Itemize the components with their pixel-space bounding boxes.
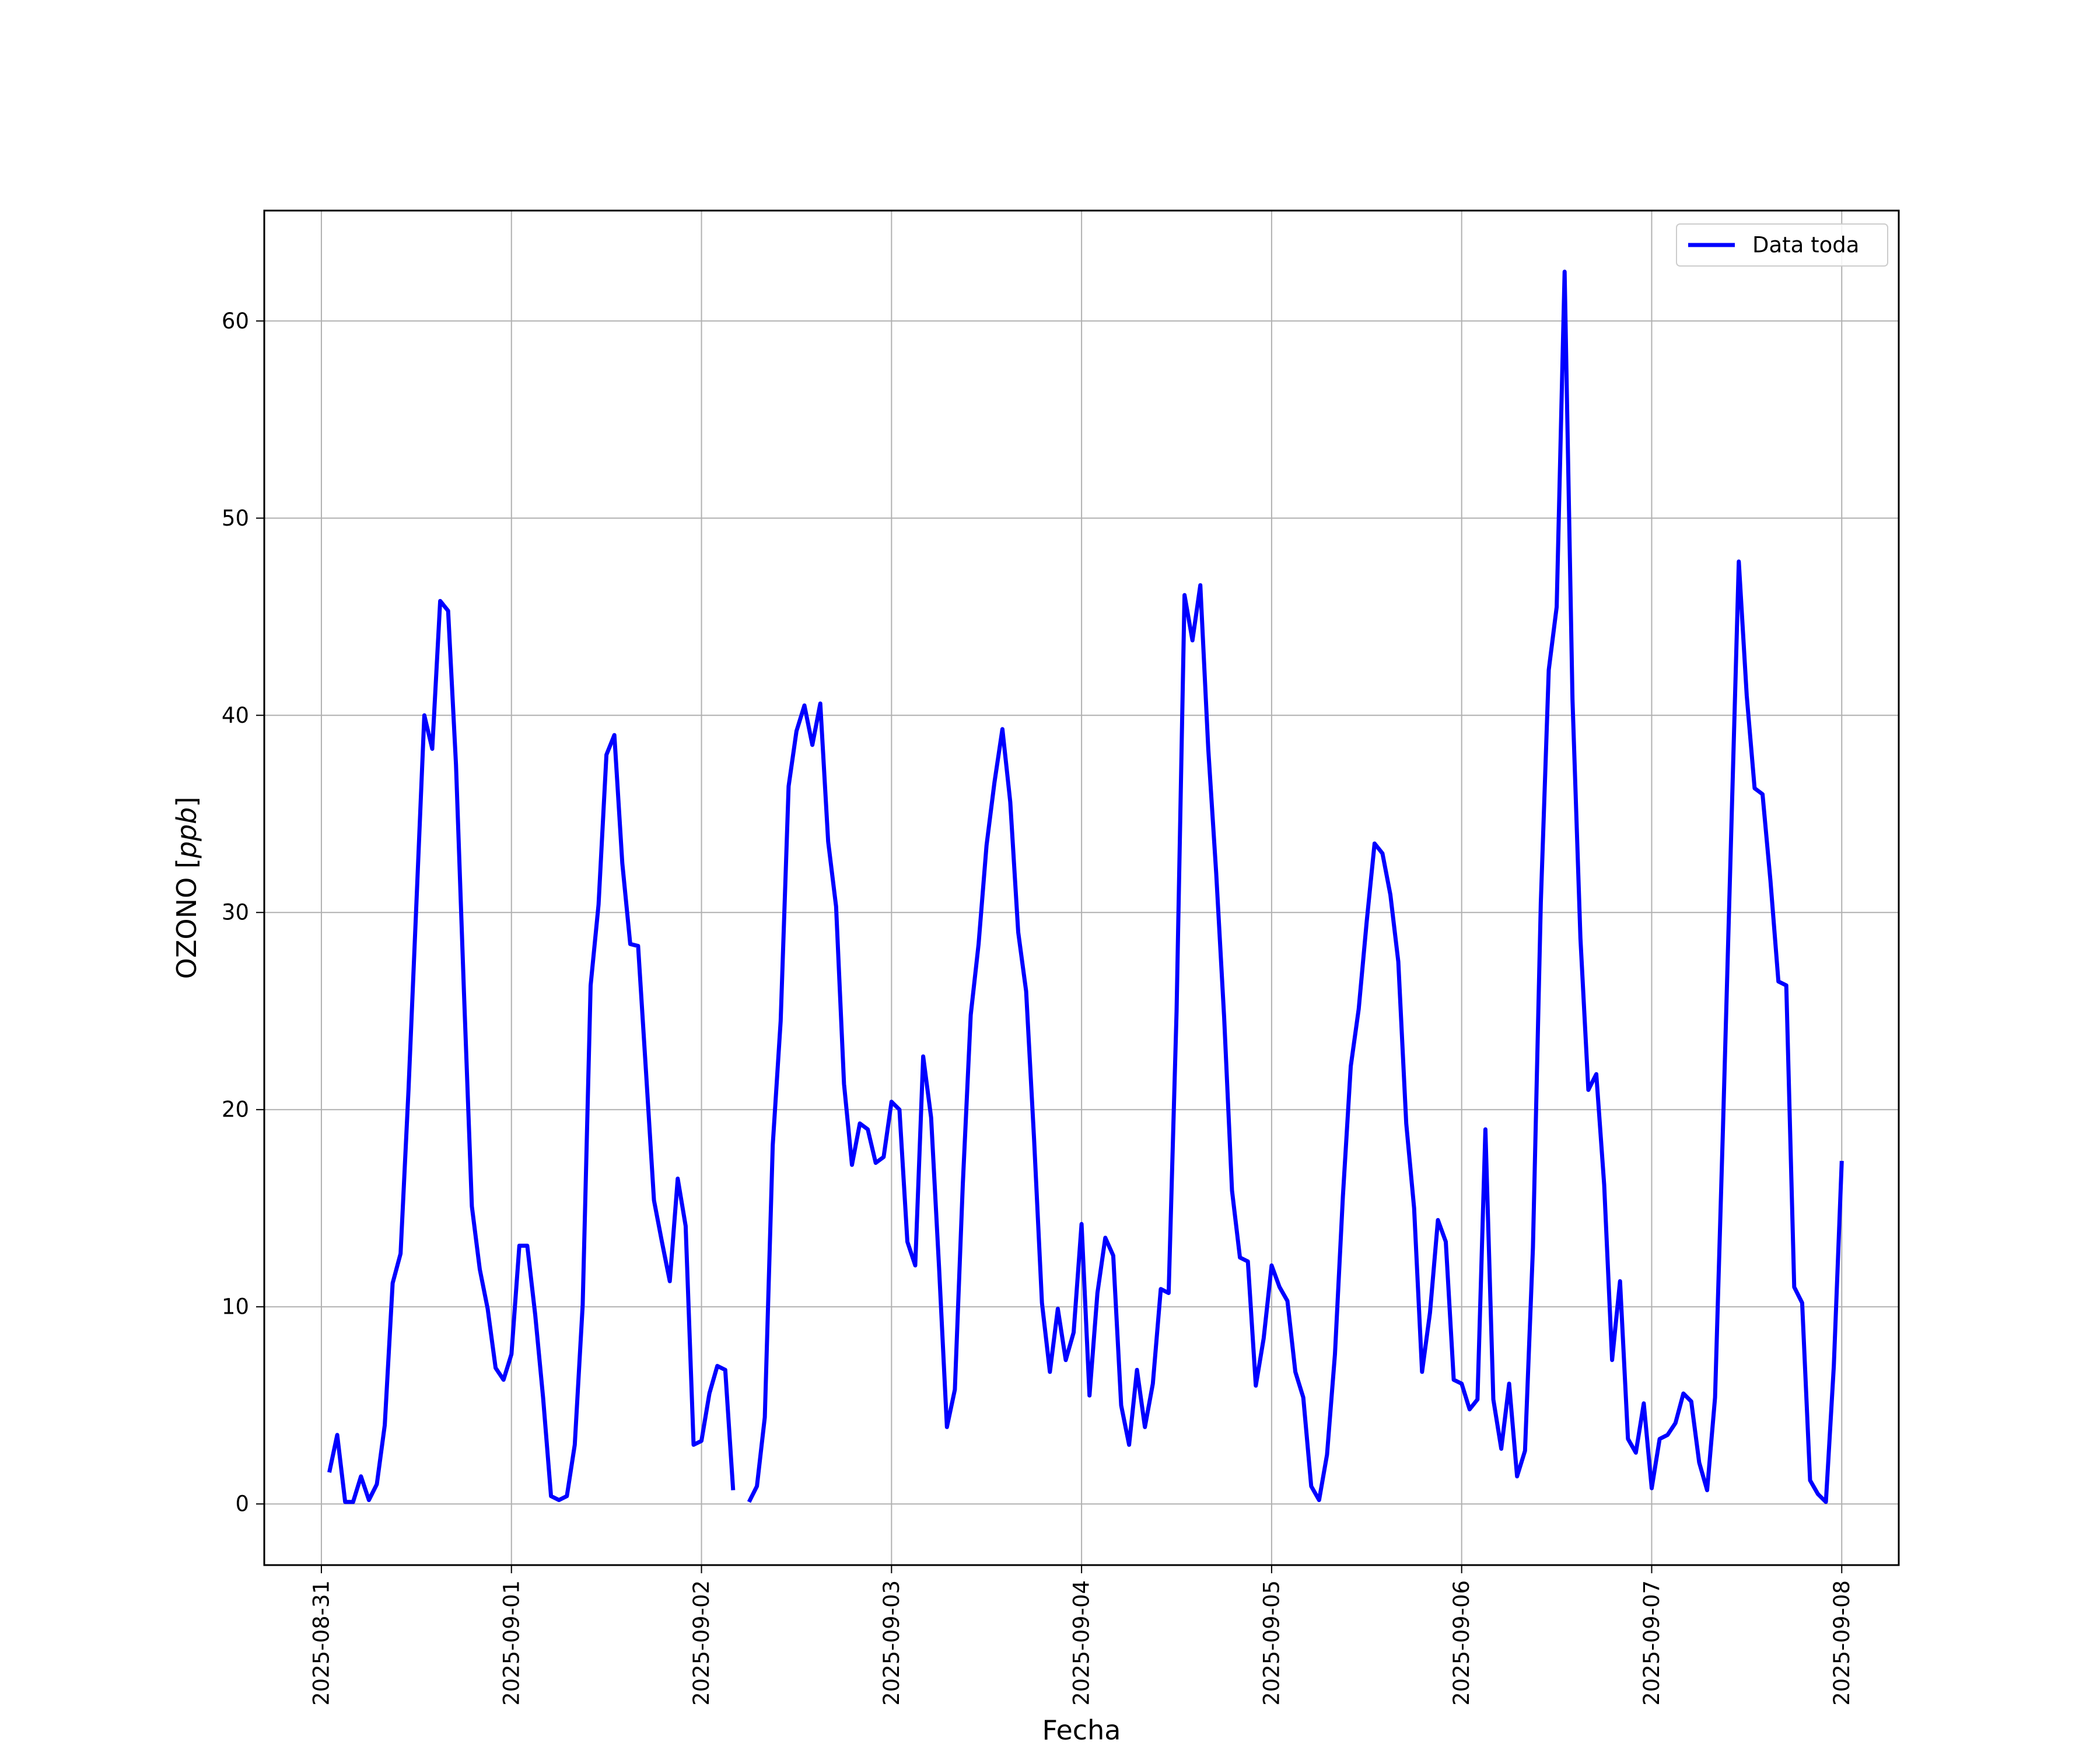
y-tick-label: 20 bbox=[222, 1097, 249, 1122]
y-tick-label: 30 bbox=[222, 900, 249, 925]
y-tick-label: 40 bbox=[222, 703, 249, 728]
x-axis: 2025-08-31 2025-09-01 2025-09-02 2025-09-03… bbox=[309, 1565, 1854, 1706]
y-tick-label: 60 bbox=[222, 309, 249, 334]
legend: Data toda bbox=[1676, 223, 1888, 267]
x-tick-label: 2025-09-05 bbox=[1259, 1580, 1284, 1706]
y-tick-label: 50 bbox=[222, 506, 249, 531]
x-tick-label: 2025-09-04 bbox=[1069, 1580, 1094, 1706]
legend-box bbox=[1676, 223, 1888, 267]
y-tick-label: 0 bbox=[235, 1492, 249, 1517]
x-tick-label: 2025-09-01 bbox=[499, 1580, 524, 1706]
y-tick-label: 10 bbox=[222, 1294, 249, 1320]
x-tick-label: 2025-08-31 bbox=[309, 1580, 334, 1706]
x-tick-label: 2025-09-06 bbox=[1449, 1580, 1474, 1706]
x-tick-label: 2025-09-08 bbox=[1829, 1580, 1854, 1706]
x-tick-label: 2025-09-02 bbox=[689, 1580, 714, 1706]
x-tick-label: 2025-09-03 bbox=[879, 1580, 904, 1706]
x-tick-label: 2025-09-07 bbox=[1639, 1580, 1664, 1706]
y-axis: 0 10 20 30 40 50 60 bbox=[222, 309, 264, 1517]
grid-lines bbox=[264, 211, 1899, 1565]
x-axis-title: Fecha bbox=[1042, 1714, 1121, 1746]
y-axis-title: OZONO [ppb] bbox=[171, 797, 202, 979]
legend-label: Data toda bbox=[1752, 233, 1859, 258]
series-line bbox=[327, 270, 1844, 1504]
series-layer bbox=[327, 270, 1844, 1504]
